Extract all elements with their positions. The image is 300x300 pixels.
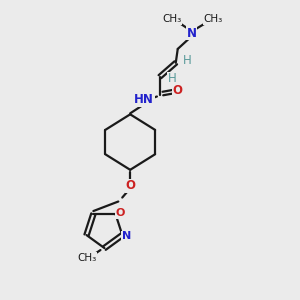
Text: O: O — [116, 208, 125, 218]
Text: O: O — [125, 179, 135, 192]
Text: CH₃: CH₃ — [162, 14, 182, 24]
Text: N: N — [187, 27, 196, 40]
Text: HN: HN — [134, 93, 154, 106]
Text: H: H — [167, 72, 176, 85]
Text: CH₃: CH₃ — [204, 14, 223, 24]
Text: O: O — [173, 84, 183, 97]
Text: H: H — [183, 54, 192, 67]
Text: CH₃: CH₃ — [77, 253, 96, 263]
Text: N: N — [122, 231, 131, 241]
